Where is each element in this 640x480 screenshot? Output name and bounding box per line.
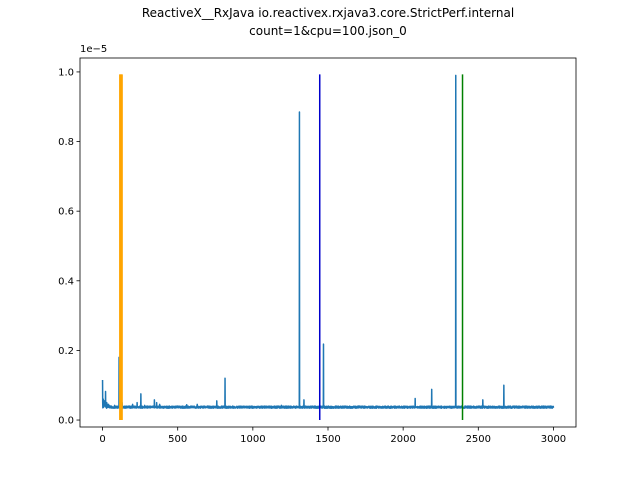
x-tick-label: 2500 [466,434,491,445]
y-tick-label: 0.8 [58,137,74,148]
series-line-0 [101,74,555,409]
y-tick-label: 1.0 [58,67,74,78]
x-tick-label: 500 [168,434,187,445]
y-tick-label: 0.4 [58,276,74,287]
y-tick-label: 0.0 [58,416,74,427]
x-tick-label: 0 [99,434,105,445]
axes: 0 500 1000 1500 2000 2500 3000 0.0 0.2 0.4 0.6 0.8 1… [58,57,577,445]
x-tick-label: 1500 [315,434,340,445]
plot-area [101,74,555,421]
x-tick-label: 1000 [240,434,265,445]
y-offset-label: 1e−5 [80,44,107,55]
x-tick-label: 2000 [390,434,415,445]
chart-title: ReactiveX__RxJava io.reactivex.rxjava3.c… [142,6,514,20]
x-tick-label: 3000 [541,434,566,445]
y-tick-label: 0.6 [58,207,74,218]
y-tick-label: 0.2 [58,346,74,357]
chart-subtitle: count=1&cpu=100.json_0 [249,24,407,38]
